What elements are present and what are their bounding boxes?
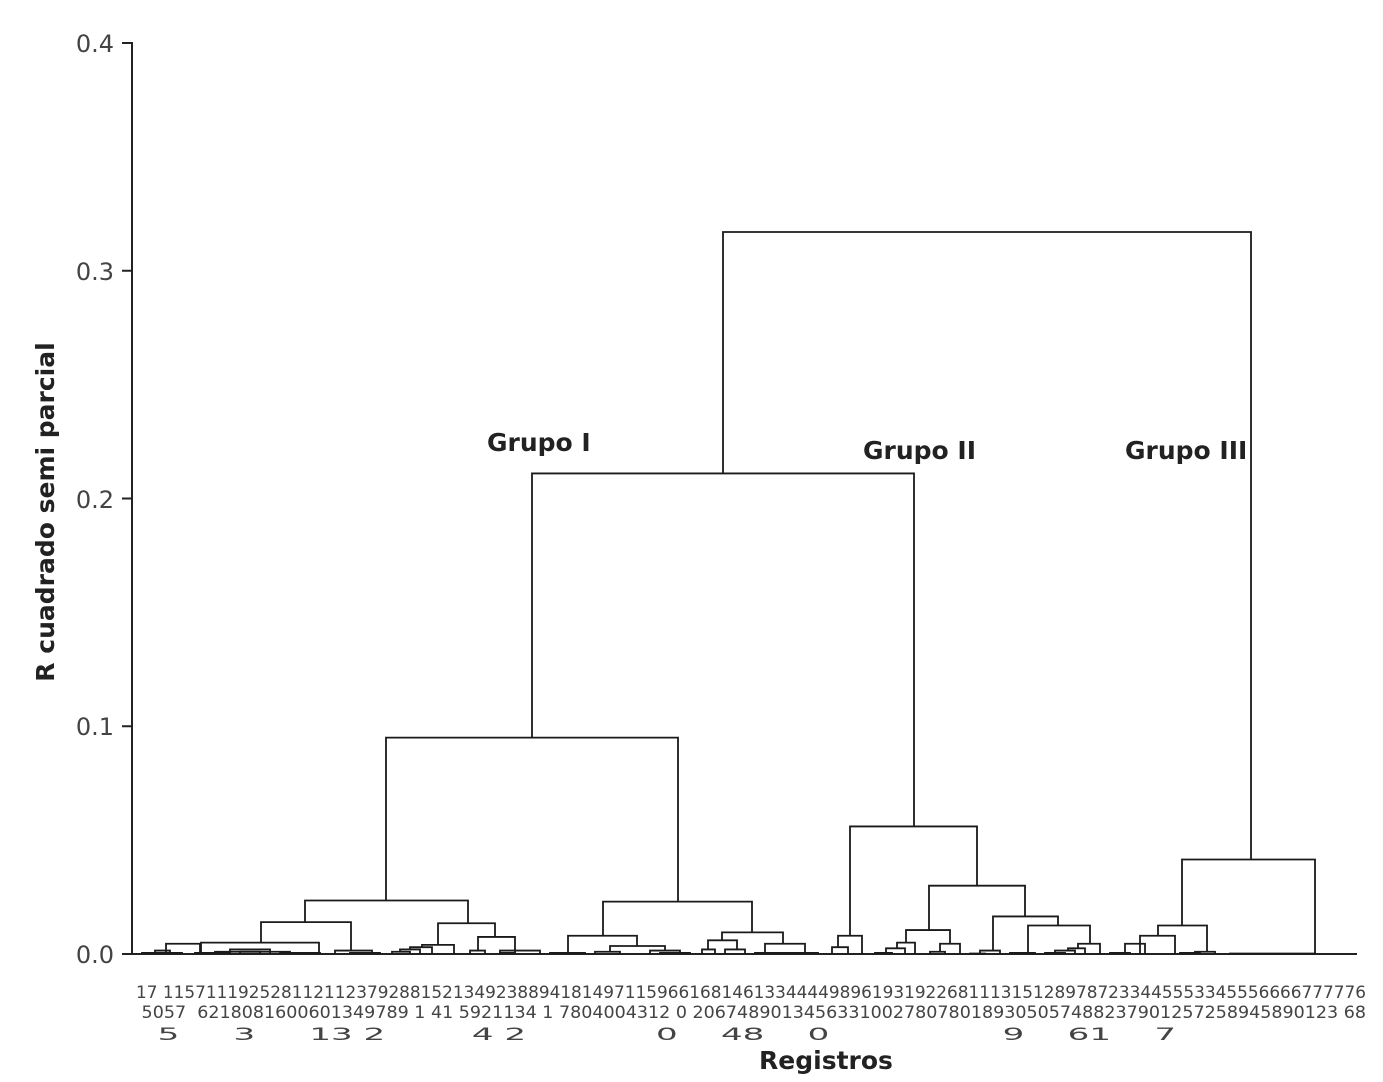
dendrogram-link xyxy=(724,948,746,954)
group-label-ii: Grupo II xyxy=(863,436,976,465)
dendrogram-link xyxy=(154,949,171,954)
x-axis-title: Registros xyxy=(759,1046,893,1075)
dendrogram-link xyxy=(531,472,915,827)
dendrogram-link xyxy=(499,949,541,954)
dendrogram-link xyxy=(1077,942,1101,954)
dendrogram-link xyxy=(905,929,951,944)
dendrogram-link xyxy=(279,951,321,954)
x-leaf-labels-row-1: 17 1157111925281121123792881521349238894… xyxy=(136,983,1366,1003)
dendrogram-link xyxy=(764,942,806,954)
dendrogram-link xyxy=(1181,858,1316,954)
y-axis-title: R cuadrado semi parcial xyxy=(31,342,60,681)
group-label-i: Grupo I xyxy=(487,428,591,457)
dendrogram-link xyxy=(165,942,201,954)
dendrogram-link xyxy=(874,951,893,954)
dendrogram-link xyxy=(141,951,183,954)
group-label-iii: Grupo III xyxy=(1125,436,1247,465)
dendrogram-link xyxy=(477,936,516,954)
dendrogram-link xyxy=(437,922,496,945)
dendrogram-link xyxy=(929,950,946,954)
dendrogram-link xyxy=(409,946,433,954)
dendrogram-link xyxy=(1027,924,1091,954)
dendrogram-link xyxy=(469,949,486,954)
dendrogram-link xyxy=(349,951,381,954)
dendrogram-link xyxy=(831,946,849,954)
dendrogram-links xyxy=(141,231,1316,955)
y-tick-label: 0.1 xyxy=(76,713,114,741)
dendrogram-link xyxy=(789,951,819,954)
dendrogram-link xyxy=(1194,950,1216,954)
y-tick-label: 0.3 xyxy=(76,258,114,286)
y-axis-ticks xyxy=(122,42,132,955)
dendrogram-link xyxy=(1124,942,1146,954)
dendrogram-link xyxy=(260,921,352,951)
dendrogram-link xyxy=(200,941,320,954)
dendrogram-link xyxy=(304,899,469,924)
dendrogram-link xyxy=(609,945,666,952)
dendrogram-link xyxy=(722,231,1252,860)
y-tick-label: 0.0 xyxy=(76,941,114,969)
dendrogram-link xyxy=(1109,951,1131,954)
dendrogram-link xyxy=(885,947,906,954)
x-leaf-labels-row-2: 5057 6218081600601349789 1 41 5921134 1 … xyxy=(136,1003,1366,1023)
y-tick-label: 0.4 xyxy=(76,30,114,58)
y-tick-label: 0.2 xyxy=(76,486,114,514)
dendrogram-link xyxy=(214,950,261,954)
dendrogram-link xyxy=(391,950,411,954)
dendrogram-link xyxy=(721,931,784,944)
dendrogram-link xyxy=(979,949,1001,954)
dendrogram-link xyxy=(1067,947,1086,954)
dendrogram-link xyxy=(659,951,691,954)
dendrogram-link xyxy=(1009,951,1036,954)
dendrogram-link xyxy=(1054,949,1076,954)
dendrogram-link xyxy=(1179,951,1201,954)
dendrogram-link xyxy=(594,950,621,954)
x-leaf-labels-row-3: 5 3 13 2 4 2 0 48 0 9 61 7 xyxy=(136,1025,1176,1045)
dendrogram-link xyxy=(385,736,679,902)
